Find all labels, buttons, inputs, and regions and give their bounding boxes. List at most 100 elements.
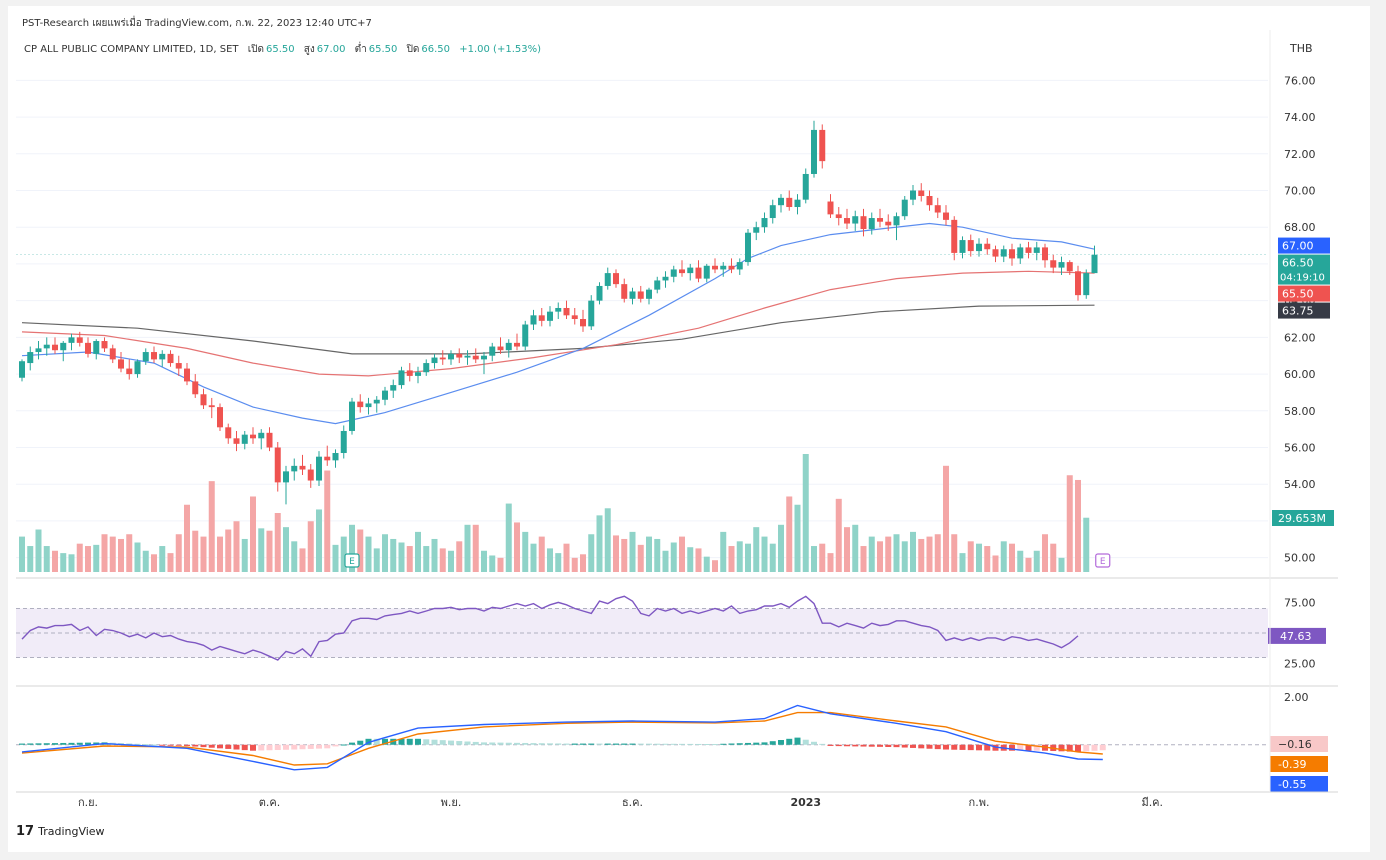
candle-body	[439, 357, 446, 360]
volume-bar	[778, 524, 784, 572]
price-tag-countdown: 04:19:10	[1280, 273, 1325, 284]
candle-body	[415, 372, 421, 376]
macd-histogram-bar	[885, 744, 892, 747]
candle-body	[687, 267, 694, 274]
candle-body	[225, 427, 232, 439]
candle-body	[175, 363, 182, 369]
volume-bar	[159, 546, 166, 572]
x-tick-label: ต.ค.	[259, 796, 281, 809]
volume-bar	[497, 557, 504, 572]
volume-bar	[571, 557, 578, 572]
candle-body	[720, 265, 727, 270]
candle-body	[184, 368, 190, 382]
volume-bar	[134, 542, 141, 572]
volume-bar	[415, 531, 421, 572]
ma-red-line	[21, 270, 1095, 377]
volume-bar	[596, 515, 603, 572]
candle-body	[217, 407, 223, 428]
volume-bar	[126, 534, 133, 572]
open-value: 65.50	[265, 44, 295, 55]
open-label: เปิด	[247, 44, 264, 55]
candle-body	[1050, 260, 1057, 268]
volume-bar	[225, 529, 232, 572]
macd-histogram-bar	[761, 742, 768, 745]
macd-histogram-bar	[1033, 744, 1040, 751]
volume-bar	[745, 543, 751, 572]
volume-bar	[613, 535, 619, 572]
volume-bar	[819, 543, 826, 572]
currency-label: THB	[1290, 42, 1313, 55]
macd-histogram-bar	[167, 744, 174, 746]
volume-bar	[538, 536, 545, 572]
volume-bar	[299, 548, 306, 572]
macd-histogram-bar	[753, 742, 760, 745]
volume-bar	[910, 531, 916, 572]
volume-bar	[1025, 557, 1032, 572]
macd-histogram-bar	[514, 742, 520, 745]
candle-body	[530, 315, 537, 325]
volume-bar	[1042, 534, 1048, 572]
candle-body	[621, 284, 628, 299]
macd-histogram-bar	[794, 737, 801, 745]
volume-bar	[588, 534, 595, 572]
macd-histogram-bar	[76, 742, 83, 745]
earnings-marker-label: E	[349, 557, 355, 567]
macd-histogram-bar	[943, 744, 949, 750]
volume-bar	[208, 481, 215, 572]
candle-body	[349, 401, 355, 431]
macd-histogram-bar	[745, 742, 751, 745]
volume-bar	[761, 536, 768, 572]
candle-body	[464, 355, 471, 358]
candle-body	[646, 289, 652, 299]
macd-histogram-bar	[423, 739, 430, 745]
macd-histogram-bar	[918, 744, 925, 749]
volume-bar	[258, 528, 265, 572]
volume-bar	[332, 544, 339, 572]
candle-body	[241, 434, 248, 444]
macd-histogram-bar	[159, 744, 166, 746]
x-tick-label: 2023	[790, 796, 821, 809]
volume-bar	[200, 536, 207, 572]
candle-body	[786, 197, 793, 208]
macd-histogram-bar	[563, 743, 570, 745]
volume-bar	[563, 543, 570, 572]
candle-body	[35, 348, 42, 353]
macd-histogram-bar	[860, 744, 867, 747]
macd-histogram-bar	[175, 744, 182, 746]
publisher-line: PST-Research เผยแพร่เมื่อ TradingView.co…	[22, 18, 372, 29]
volume-bar	[505, 503, 512, 572]
macd-histogram-bar	[448, 740, 454, 745]
macd-histogram-bar	[662, 743, 669, 745]
volume-bar	[1017, 550, 1024, 572]
candle-body	[835, 214, 842, 219]
volume-bar	[736, 541, 743, 572]
macd-histogram-bar	[382, 738, 388, 745]
volume-bar	[827, 553, 834, 572]
candle-body	[951, 219, 958, 253]
volume-bar	[679, 536, 685, 572]
macd-histogram-bar	[291, 744, 298, 750]
candle-body	[868, 218, 875, 230]
candle-body	[745, 232, 751, 263]
candle-body	[109, 348, 116, 360]
low-label: ต่ำ	[354, 44, 367, 55]
volume-bar	[877, 541, 883, 572]
macd-histogram-bar	[976, 744, 982, 751]
macd-histogram-bar	[934, 744, 941, 750]
high-value: 67.00	[316, 44, 346, 55]
macd-histogram-bar	[43, 743, 50, 745]
candle-body	[885, 221, 892, 226]
volume-bar	[60, 553, 67, 572]
earnings-marker: E	[1095, 553, 1111, 568]
rsi-line	[21, 595, 1079, 661]
volume-bar	[604, 508, 611, 572]
candle-body	[563, 307, 570, 316]
macd-histogram-bar	[60, 742, 67, 745]
macd-histogram-bar	[703, 744, 710, 745]
macd-histogram-bar	[217, 744, 223, 749]
macd-histogram-bar	[1075, 744, 1081, 752]
candle-body	[316, 456, 322, 481]
price-tick-label: 74.00	[1284, 111, 1316, 124]
candle-body	[93, 341, 100, 354]
